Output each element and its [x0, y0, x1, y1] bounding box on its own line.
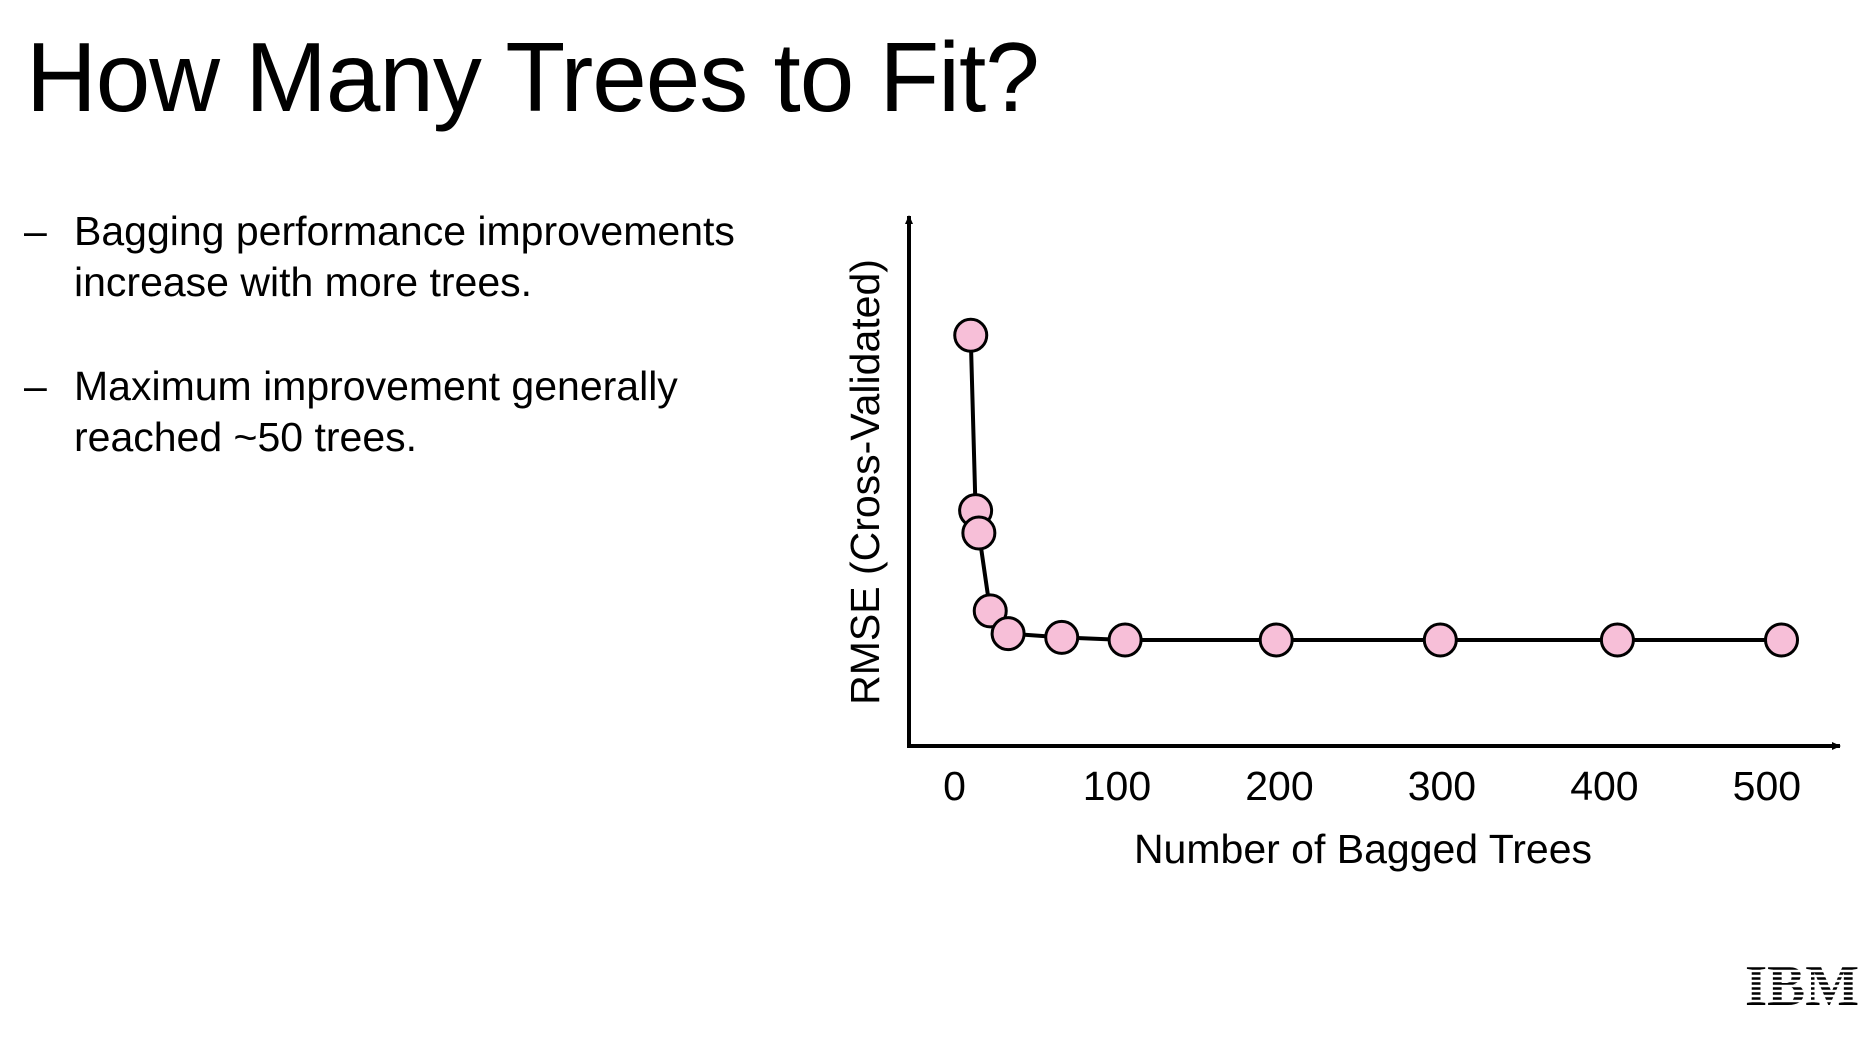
data-point — [990, 616, 1026, 652]
data-point — [1044, 619, 1080, 655]
x-tick-label: 200 — [1245, 763, 1313, 809]
x-tick-label: 400 — [1570, 763, 1638, 809]
x-tick-labels: 0 100 200 300 400 500 — [943, 763, 1801, 809]
data-point — [972, 593, 1008, 629]
bullet-list: – Bagging performance improvements incre… — [24, 206, 804, 516]
bullet-dash: – — [24, 363, 47, 409]
x-tick-label: 100 — [1083, 763, 1151, 809]
data-point — [1258, 622, 1294, 658]
series-points — [953, 317, 1800, 658]
x-tick-label: 0 — [943, 763, 966, 809]
bullet-line: increase with more trees. — [74, 259, 533, 305]
bullet-line: reached ~50 trees. — [74, 414, 418, 460]
bullet-item: – Bagging performance improvements incre… — [24, 206, 804, 308]
data-point — [1107, 622, 1143, 658]
x-axis-label: Number of Bagged Trees — [1134, 826, 1592, 872]
bullet-dash: – — [24, 208, 47, 254]
y-axis-label: RMSE (Cross-Validated) — [842, 259, 888, 705]
data-point — [1422, 622, 1458, 658]
series-line — [968, 335, 1782, 642]
data-point — [953, 317, 989, 353]
data-point — [1599, 622, 1635, 658]
x-tick-label: 500 — [1733, 763, 1801, 809]
slide-title: How Many Trees to Fit? — [26, 22, 1040, 132]
x-tick-label: 300 — [1408, 763, 1476, 809]
bullet-line: Bagging performance improvements — [74, 208, 735, 254]
data-point — [1764, 622, 1800, 658]
bullet-item: – Maximum improvement generally reached … — [24, 361, 804, 463]
bullet-line: Maximum improvement generally — [74, 363, 678, 409]
ibm-logo: IBM — [1745, 955, 1865, 1015]
data-point — [961, 515, 997, 551]
